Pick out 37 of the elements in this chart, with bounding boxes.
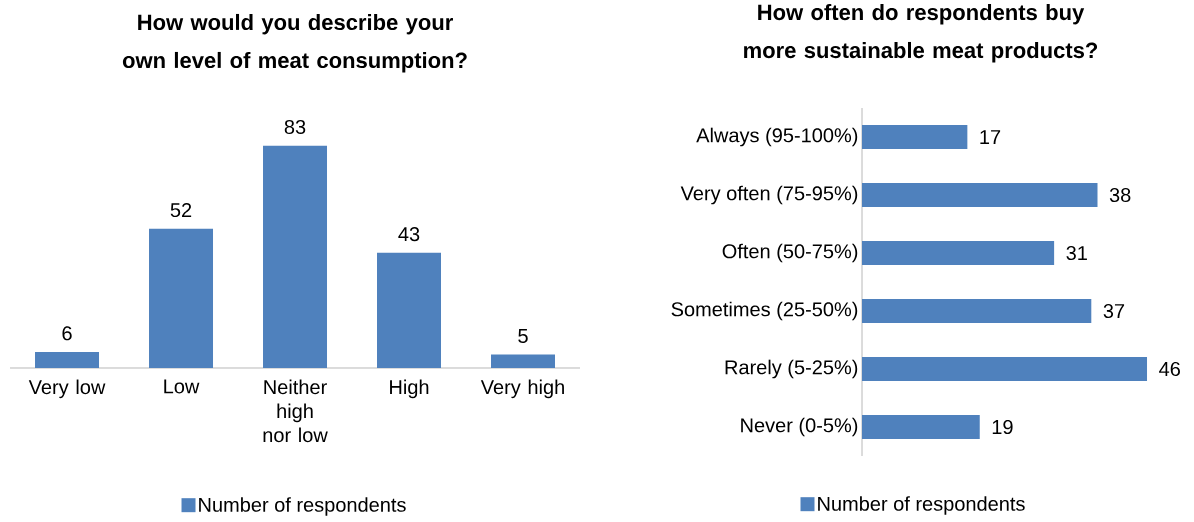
data-label: 43 xyxy=(398,227,420,242)
bar xyxy=(862,183,1098,207)
bar xyxy=(35,351,100,368)
data-label: 37 xyxy=(1103,303,1125,319)
bar xyxy=(862,241,1055,265)
legend-label: Number of respondents xyxy=(818,496,1025,515)
bar xyxy=(149,228,214,368)
data-label: 31 xyxy=(1066,245,1087,261)
data-label: 19 xyxy=(992,419,1013,435)
bar xyxy=(862,299,1092,323)
chart-title: How would you describe your own level of meat consumption? xyxy=(122,13,467,73)
y-tick-label: Sometimes (25-50%) xyxy=(671,301,858,321)
bar xyxy=(862,125,968,150)
data-label: 5 xyxy=(518,329,528,344)
data-label: 83 xyxy=(284,119,306,135)
y-tick-label: Often (50-75%) xyxy=(722,243,858,263)
y-tick-label: Rarely (5-25%) xyxy=(725,359,858,379)
data-label: 46 xyxy=(1159,361,1180,377)
bar xyxy=(263,145,328,368)
x-tick-label: Low xyxy=(164,379,200,394)
bar xyxy=(862,356,1148,381)
x-tick-label: Very low xyxy=(28,379,106,399)
y-tick-label: Very often (75-95%) xyxy=(680,185,858,205)
legend-label: Number of respondents xyxy=(199,497,406,516)
chart-title: How often do respondents buy more sustainable meat products? xyxy=(744,3,1098,63)
y-tick-label: Always (95-100%) xyxy=(696,127,858,147)
data-label: 38 xyxy=(1109,187,1131,203)
x-tick-label: Very high xyxy=(480,379,564,399)
x-tick-label: High xyxy=(390,379,429,399)
data-label: 17 xyxy=(980,130,1001,144)
bar xyxy=(862,414,980,439)
data-label: 52 xyxy=(170,202,192,218)
data-label: 6 xyxy=(62,326,72,341)
x-tick-label: Neither high nor low xyxy=(263,379,328,443)
bar xyxy=(377,252,442,368)
bar xyxy=(491,354,556,368)
y-tick-label: Never (0-5%) xyxy=(741,417,858,437)
